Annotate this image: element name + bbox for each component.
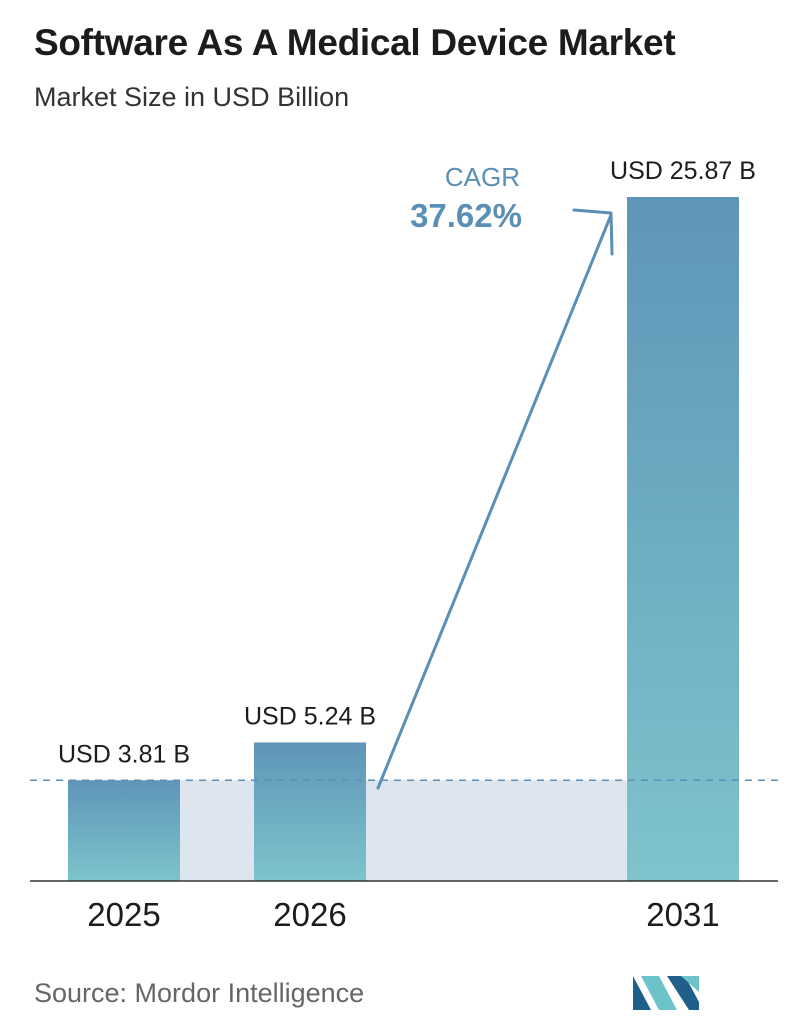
data-label-2025: USD 3.81 B	[58, 740, 190, 768]
data-label-2026: USD 5.24 B	[244, 702, 376, 730]
chart-subtitle: Market Size in USD Billion	[34, 82, 350, 112]
x-tick-label-2026: 2026	[273, 896, 346, 933]
x-tick-label-2025: 2025	[87, 896, 160, 933]
data-label-layer: USD 3.81 B USD 5.24 B USD 25.87 B	[58, 157, 756, 768]
data-label-2031: USD 25.87 B	[610, 157, 756, 185]
mordor-intelligence-logo	[633, 976, 699, 1010]
cagr-value: 37.62%	[410, 197, 522, 234]
source-text: Source: Mordor Intelligence	[34, 978, 365, 1008]
bar-2025	[68, 780, 180, 881]
bar-2026	[254, 742, 366, 881]
cagr-label: CAGR	[445, 162, 520, 192]
tick-label-layer: 2025 2026 2031	[87, 896, 719, 933]
bar-layer	[68, 197, 739, 881]
x-tick-label-2031: 2031	[646, 896, 719, 933]
bar-2031	[627, 197, 739, 881]
cagr-arrow	[376, 208, 614, 790]
chart-title: Software As A Medical Device Market	[34, 22, 676, 63]
